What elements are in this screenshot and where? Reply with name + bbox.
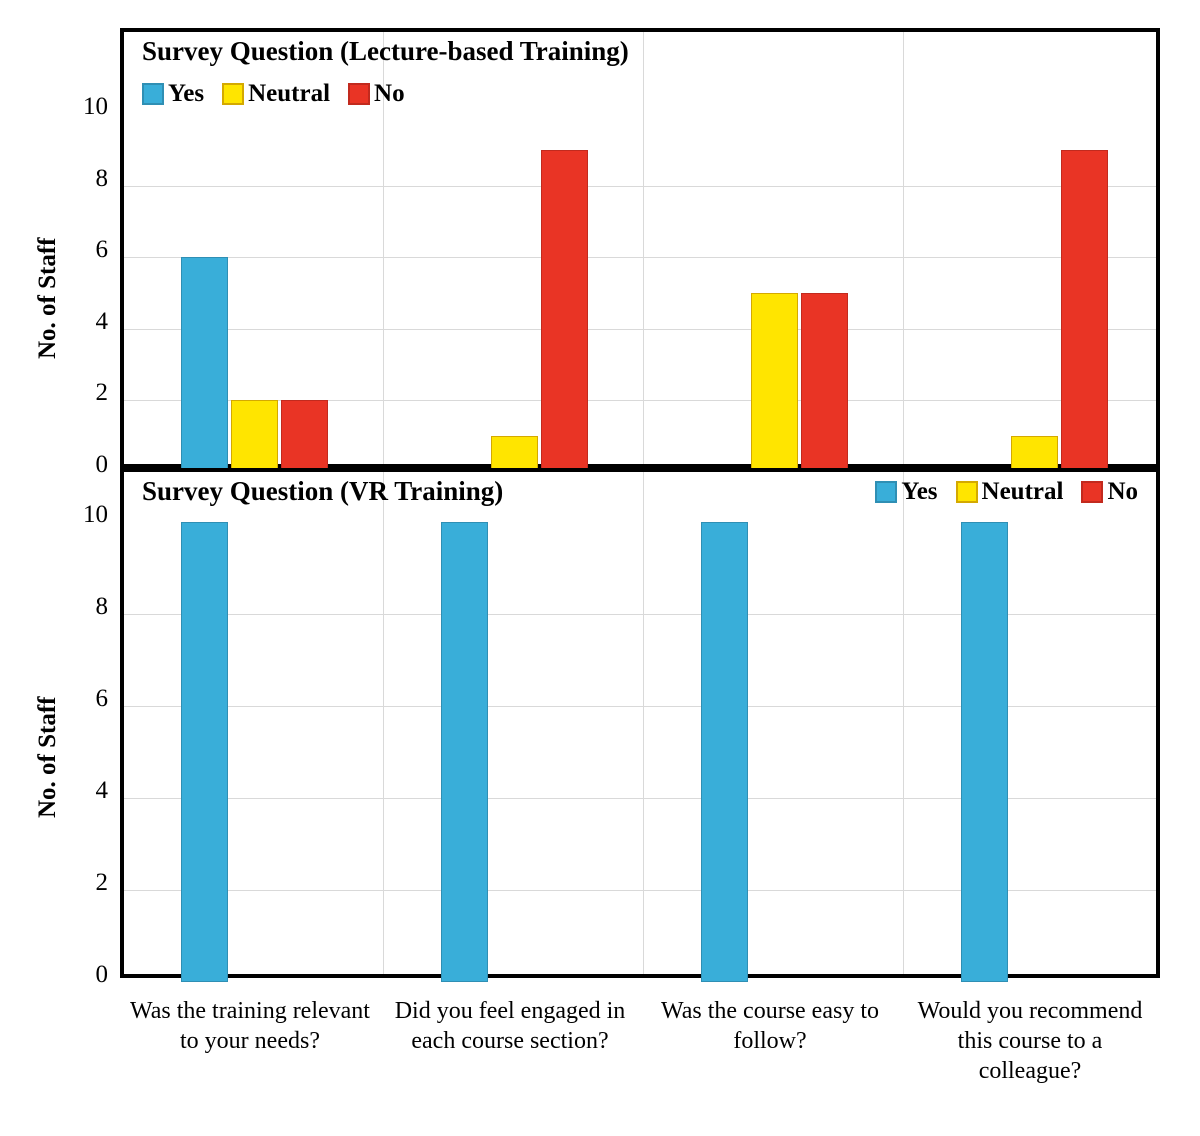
legend-swatch-no	[1081, 481, 1103, 503]
y-tick-label: 6	[60, 685, 108, 713]
x-category-label: Did you feel engaged in each course sect…	[390, 996, 630, 1056]
bar-neutral	[231, 400, 278, 472]
gridline-vertical	[903, 472, 904, 974]
legend-item-neutral: Neutral	[956, 478, 1064, 506]
legend-swatch-neutral	[956, 481, 978, 503]
bar-yes	[961, 522, 1008, 982]
panel-frame-lecture: Survey Question (Lecture-based Training)…	[120, 28, 1160, 468]
panel-frame-vr: Survey Question (VR Training) Yes Neutral N…	[120, 468, 1160, 978]
legend-item-no: No	[348, 80, 405, 108]
y-tick-label: 8	[60, 165, 108, 193]
y-tick-label: 10	[60, 93, 108, 121]
legend-item-yes: Yes	[142, 80, 204, 108]
gridline-vertical	[383, 472, 384, 974]
y-tick-label: 0	[60, 451, 108, 479]
y-tick-label: 2	[60, 869, 108, 897]
y-tick-label: 0	[60, 961, 108, 989]
gridline-horizontal	[124, 257, 1156, 258]
bar-no	[541, 150, 588, 472]
panel-title: Survey Question (VR Training)	[142, 476, 503, 507]
bar-neutral	[1011, 436, 1058, 472]
legend-swatch-yes	[875, 481, 897, 503]
legend-swatch-yes	[142, 83, 164, 105]
panel-title: Survey Question (Lecture-based Training)	[142, 36, 629, 67]
chart-container: Survey Question (Lecture-based Training)…	[0, 0, 1200, 1136]
gridline-horizontal	[124, 329, 1156, 330]
y-tick-label: 8	[60, 593, 108, 621]
gridline-horizontal	[124, 186, 1156, 187]
bar-yes	[701, 522, 748, 982]
legend-label-neutral: Neutral	[982, 478, 1064, 506]
bar-yes	[181, 257, 228, 472]
legend-label-yes: Yes	[168, 80, 204, 108]
y-tick-label: 4	[60, 308, 108, 336]
legend-swatch-neutral	[222, 83, 244, 105]
y-tick-label: 4	[60, 777, 108, 805]
x-category-label: Was the training relevant to your needs?	[130, 996, 370, 1056]
bar-yes	[441, 522, 488, 982]
x-category-label: Was the course easy to follow?	[650, 996, 890, 1056]
legend-label-neutral: Neutral	[248, 80, 330, 108]
bar-yes	[181, 522, 228, 982]
legend-item-yes: Yes	[875, 478, 937, 506]
y-tick-label: 2	[60, 379, 108, 407]
bar-neutral	[491, 436, 538, 472]
bar-no	[281, 400, 328, 472]
x-category-label: Would you recommend this course to a col…	[910, 996, 1150, 1086]
bar-no	[801, 293, 848, 472]
gridline-vertical	[643, 32, 644, 464]
y-axis-label: No. of Staff	[34, 237, 62, 359]
legend: Yes Neutral No	[875, 478, 1138, 506]
bar-no	[1061, 150, 1108, 472]
gridline-vertical	[903, 32, 904, 464]
y-axis-label: No. of Staff	[34, 696, 62, 818]
legend-label-no: No	[374, 80, 405, 108]
y-tick-label: 6	[60, 236, 108, 264]
gridline-horizontal	[124, 400, 1156, 401]
legend-label-no: No	[1107, 478, 1138, 506]
bar-neutral	[751, 293, 798, 472]
legend-item-no: No	[1081, 478, 1138, 506]
legend: Yes Neutral No	[142, 80, 405, 108]
legend-item-neutral: Neutral	[222, 80, 330, 108]
legend-label-yes: Yes	[901, 478, 937, 506]
y-tick-label: 10	[60, 501, 108, 529]
gridline-vertical	[643, 472, 644, 974]
legend-swatch-no	[348, 83, 370, 105]
